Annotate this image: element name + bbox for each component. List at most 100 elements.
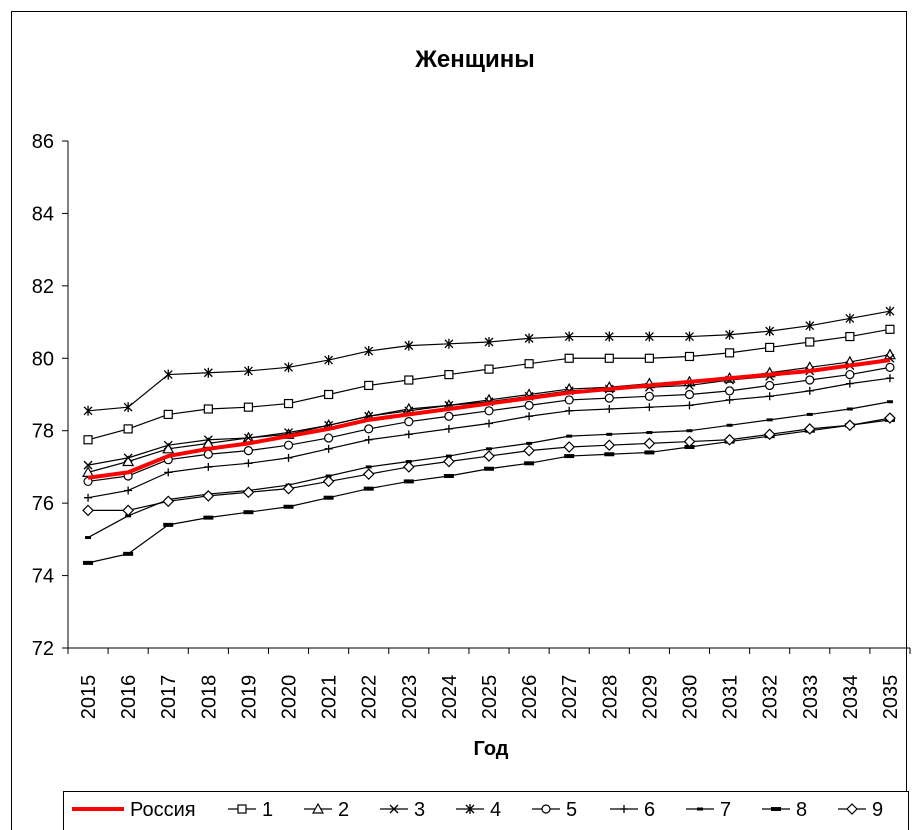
data-point — [806, 412, 813, 416]
data-point — [565, 406, 574, 415]
legend-entry-9: 9 — [838, 799, 883, 821]
legend-marker — [697, 807, 703, 811]
chart-title: Женщины — [414, 46, 535, 73]
x-axis-label: Год — [474, 738, 509, 760]
data-point — [605, 404, 614, 413]
data-point — [123, 402, 133, 413]
data-point — [244, 459, 253, 468]
legend-entry-8: 8 — [762, 799, 807, 821]
data-point — [202, 490, 215, 502]
series-6 — [84, 374, 894, 502]
data-point — [203, 449, 213, 459]
x-tick-label: 2025 — [479, 675, 501, 720]
data-point — [444, 338, 454, 349]
x-tick-label: 2022 — [359, 675, 381, 720]
data-point — [765, 342, 775, 353]
data-point — [324, 433, 334, 443]
legend-entry-6: 6 — [610, 799, 655, 821]
legend-label: 2 — [338, 799, 349, 821]
data-point — [243, 402, 254, 412]
data-point — [805, 386, 814, 395]
data-point — [725, 395, 734, 404]
data-point — [243, 446, 254, 456]
data-point — [685, 331, 694, 342]
data-point — [123, 424, 133, 434]
y-tick-label: 82 — [32, 276, 54, 298]
data-point — [404, 375, 414, 385]
series-1 — [83, 324, 895, 445]
data-point — [163, 409, 173, 420]
data-point — [725, 329, 735, 340]
data-point — [845, 379, 854, 388]
data-point — [724, 386, 735, 396]
data-point — [765, 380, 775, 391]
x-tick-label: 2020 — [279, 675, 301, 720]
x-tick-label: 2024 — [439, 675, 461, 720]
data-point — [846, 407, 853, 411]
data-point — [803, 423, 816, 435]
data-point — [124, 486, 133, 495]
data-point — [284, 453, 293, 462]
data-point — [566, 434, 573, 438]
data-point — [564, 395, 574, 405]
data-point — [164, 468, 173, 477]
y-tick-label: 80 — [32, 348, 54, 370]
data-point — [243, 510, 254, 515]
data-point — [845, 369, 855, 380]
data-point — [484, 466, 494, 471]
data-point — [765, 326, 775, 337]
x-tick-label: 2023 — [399, 675, 421, 720]
data-point — [324, 355, 334, 366]
data-point — [283, 440, 294, 450]
legend-marker — [846, 803, 858, 815]
data-point — [163, 522, 174, 527]
legend-label: 5 — [566, 799, 577, 821]
legend-marker — [389, 804, 399, 814]
data-point — [444, 411, 454, 421]
legend-entry-5: 5 — [532, 799, 577, 821]
data-point — [203, 367, 213, 378]
data-point — [765, 392, 774, 401]
x-tick-label: 2016 — [118, 675, 140, 720]
data-point — [83, 405, 93, 416]
data-point — [404, 417, 414, 427]
data-point — [604, 331, 614, 342]
legend-entry-4: 4 — [456, 799, 501, 821]
data-point — [644, 450, 655, 455]
data-point — [324, 444, 333, 453]
data-point — [404, 430, 413, 439]
data-point — [284, 362, 293, 373]
legend-entry-3: 3 — [380, 799, 425, 821]
data-point — [82, 504, 94, 517]
data-point — [204, 462, 213, 471]
data-point — [524, 359, 534, 369]
data-point — [684, 351, 695, 362]
data-point — [606, 432, 613, 436]
legend: Россия 1 2 3 4 5 6 7 8 9 — [63, 791, 909, 830]
legend-label: 1 — [262, 799, 273, 821]
legend-marker — [311, 802, 325, 814]
data-point — [805, 375, 815, 385]
x-tick-label: 2027 — [559, 675, 581, 720]
data-point — [123, 453, 133, 463]
data-point — [523, 444, 535, 457]
x-tick-label: 2034 — [840, 675, 862, 720]
data-point — [163, 440, 173, 450]
legend-marker — [620, 805, 628, 813]
y-tick-label: 72 — [32, 638, 54, 660]
data-point — [83, 435, 93, 445]
x-tick-label: 2028 — [599, 675, 621, 720]
data-point — [364, 424, 374, 434]
data-point — [644, 353, 654, 363]
x-tick-label: 2032 — [760, 675, 782, 720]
data-point — [484, 406, 494, 416]
data-point — [122, 504, 134, 517]
y-tick-label: 76 — [32, 493, 54, 515]
legend-label: 4 — [490, 799, 501, 821]
data-point — [486, 447, 492, 451]
data-point — [885, 306, 895, 317]
x-tick-label: 2021 — [319, 675, 341, 720]
legend-label: 9 — [872, 799, 883, 821]
data-point — [644, 391, 654, 401]
